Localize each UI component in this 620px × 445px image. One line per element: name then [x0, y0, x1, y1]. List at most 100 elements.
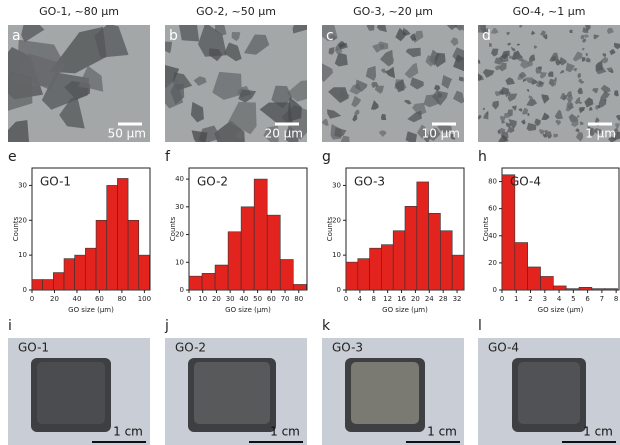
flake [519, 72, 527, 79]
flake [505, 77, 515, 85]
flake [588, 107, 593, 111]
flake [525, 77, 533, 84]
flake [378, 130, 387, 137]
flake [575, 128, 580, 132]
flake [352, 115, 358, 122]
flake [567, 99, 572, 104]
flake [263, 125, 279, 142]
bar [369, 247, 382, 291]
flake [539, 72, 547, 79]
bar [31, 279, 43, 291]
flake [526, 122, 537, 131]
flake [407, 110, 422, 123]
scale-label: 1 cm [270, 425, 300, 439]
x-tick-label: 8 [372, 295, 376, 303]
flake [547, 71, 554, 77]
bar [416, 181, 429, 291]
x-tick-label: 3 [543, 295, 547, 303]
y-axis-label: Counts [326, 216, 334, 241]
y-axis-label: Counts [169, 216, 177, 241]
bar [381, 244, 394, 291]
flake [554, 77, 557, 82]
x-tick-label: 80 [294, 295, 303, 303]
flake [594, 128, 602, 136]
bar [117, 178, 129, 291]
flake [582, 27, 589, 33]
bar [227, 231, 242, 291]
bar [279, 259, 294, 291]
y-tick-label: 40 [488, 232, 497, 240]
flake [602, 53, 606, 57]
flake [539, 129, 545, 135]
photo-label: GO-1 [18, 341, 49, 355]
bar [440, 230, 453, 291]
flake [494, 57, 503, 65]
y-tick-label: 40 [175, 175, 184, 183]
flake [526, 98, 538, 107]
flake [576, 115, 580, 118]
flake [506, 125, 515, 133]
flake [505, 122, 511, 128]
flake [337, 41, 346, 48]
flake [519, 25, 523, 28]
panel-letter: c [326, 28, 334, 44]
y-axis-label: Counts [12, 216, 20, 241]
scale-label: 1 cm [583, 425, 613, 439]
flakes [8, 25, 129, 142]
y-tick-label: 20 [332, 216, 341, 224]
flake [595, 117, 600, 122]
flake [581, 47, 585, 51]
flake [322, 118, 329, 126]
x-tick-label: 60 [95, 295, 104, 303]
y-tick-label: 80 [488, 178, 497, 186]
flake [412, 102, 427, 116]
bar [127, 219, 140, 291]
x-tick-label: 40 [72, 295, 81, 303]
flake [504, 92, 511, 98]
flake [577, 87, 583, 95]
x-tick-label: 7 [600, 295, 604, 303]
panel-letter: h [478, 149, 487, 165]
flake [615, 114, 620, 121]
flake [478, 25, 484, 34]
flake [574, 96, 581, 105]
flake [600, 91, 611, 99]
flake [453, 54, 464, 72]
micrograph-title: GO-4, ~1 μm [513, 5, 586, 18]
panel-letter: a [12, 28, 21, 44]
flake [572, 67, 578, 72]
flake [506, 31, 510, 36]
bar [214, 264, 229, 291]
flake [489, 42, 492, 47]
flake [537, 66, 542, 70]
bar [553, 285, 567, 291]
flake [494, 65, 502, 71]
flake [531, 78, 538, 85]
flake [585, 52, 588, 57]
flake [381, 68, 386, 74]
flake [287, 96, 302, 122]
flake [453, 90, 464, 104]
x-tick-label: 4 [557, 295, 562, 303]
flake [425, 55, 436, 67]
flake [594, 104, 599, 111]
flake [366, 25, 375, 31]
flake [522, 107, 529, 115]
flake [554, 109, 563, 120]
flake [580, 108, 585, 112]
flake [559, 70, 565, 74]
flake [549, 52, 559, 62]
micrograph [322, 25, 464, 142]
flake [322, 63, 333, 83]
x-tick-label: 0 [187, 295, 191, 303]
photo-label: GO-3 [332, 341, 363, 355]
panel-letter: g [322, 149, 331, 165]
flake [78, 65, 104, 92]
flake [566, 94, 574, 104]
flake [581, 57, 586, 62]
x-tick-label: 20 [212, 295, 221, 303]
bar [591, 288, 606, 291]
sample-top [194, 362, 270, 424]
flake [351, 95, 362, 108]
flake [21, 25, 45, 43]
